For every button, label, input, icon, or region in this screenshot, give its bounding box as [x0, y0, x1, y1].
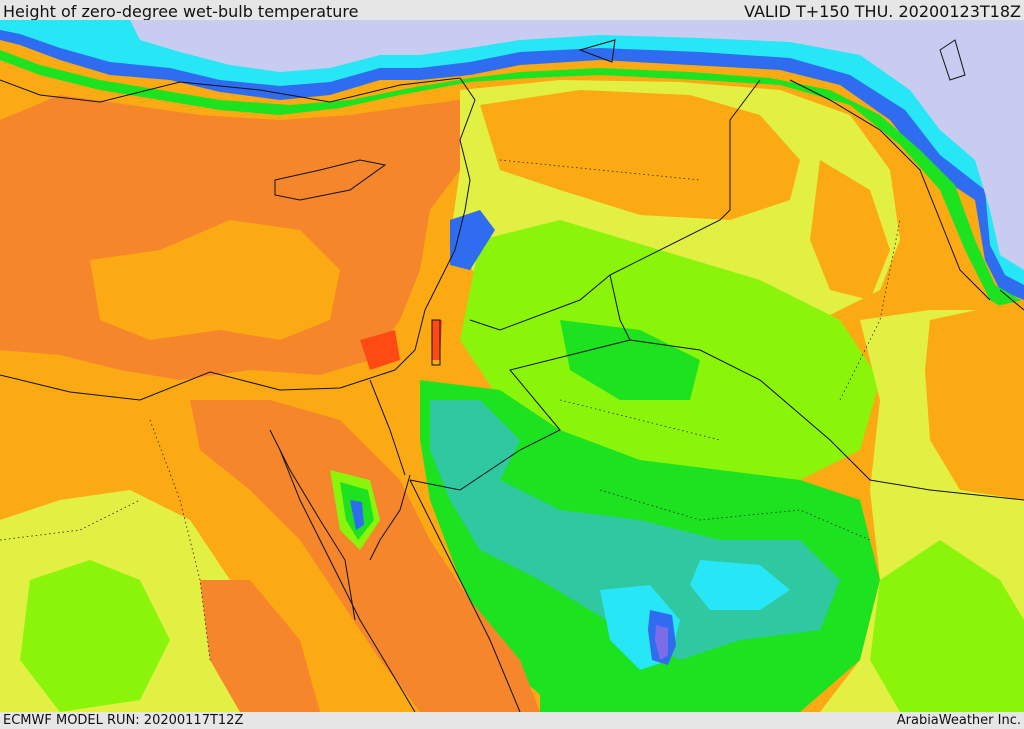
zone-green-red-sea-coast — [540, 660, 620, 712]
zone-lightgreen-east — [870, 540, 1024, 712]
title-bar — [0, 0, 1024, 22]
weather-map[interactable] — [0, 20, 1024, 712]
coast-egypt-north — [0, 369, 396, 401]
zone-orange-iraq — [810, 160, 890, 300]
coast-lake-van — [578, 39, 616, 63]
coast-red-sea-east — [409, 479, 521, 712]
dotted-border-6 — [559, 399, 721, 441]
internal-borders — [0, 159, 901, 661]
dotted-border-1 — [499, 159, 701, 181]
border-jordan-iraq-saudi — [409, 274, 631, 491]
zone-red-israel — [360, 330, 400, 370]
zone-violet-saudi-core — [655, 625, 668, 660]
coast-lake-urmia — [939, 39, 966, 81]
coast-aqaba-gulf — [369, 474, 411, 561]
zone-orange-syria — [480, 90, 800, 220]
model-run-label: ECMWF MODEL RUN: 20200117T12Z — [3, 713, 244, 728]
border-syria-jordan — [469, 274, 611, 331]
zone-deep-orange-sinai-red-sea — [190, 400, 540, 712]
zone-lightgreen-egypt — [20, 560, 170, 712]
coast-gulf-north — [999, 289, 1024, 311]
coastlines — [0, 39, 1024, 712]
valid-time-label: VALID T+150 THU. 20200123T18Z — [744, 2, 1021, 21]
coast-dead-sea — [431, 319, 441, 366]
zone-blue-sinai — [350, 500, 364, 530]
credit-label: ArabiaWeather Inc. — [896, 713, 1021, 728]
zone-orange-inner-med — [90, 220, 340, 340]
coast-anatolia — [0, 77, 476, 181]
borders — [369, 79, 1024, 501]
dotted-border-3 — [149, 419, 211, 661]
coast-cyprus — [274, 159, 387, 201]
zone-green-north-arabia — [560, 320, 700, 400]
coast-red-sea-west — [279, 449, 416, 712]
zone-periwinkle-north — [130, 20, 1024, 270]
footer-bar — [0, 712, 1024, 729]
map-title: Height of zero-degree wet-bulb temperatu… — [3, 2, 359, 21]
zone-orange-east-gulf — [925, 300, 1024, 500]
border-syria-iraq — [609, 79, 761, 276]
border-iraq-saudi — [629, 339, 1024, 501]
border-iraq-iran — [789, 79, 991, 301]
zone-cyan-saudi — [690, 560, 790, 610]
coast-suez-gulf — [269, 429, 356, 621]
zone-deep-orange-egypt-south — [200, 580, 320, 712]
border-egypt-israel — [369, 379, 406, 476]
coast-levant — [394, 179, 471, 371]
